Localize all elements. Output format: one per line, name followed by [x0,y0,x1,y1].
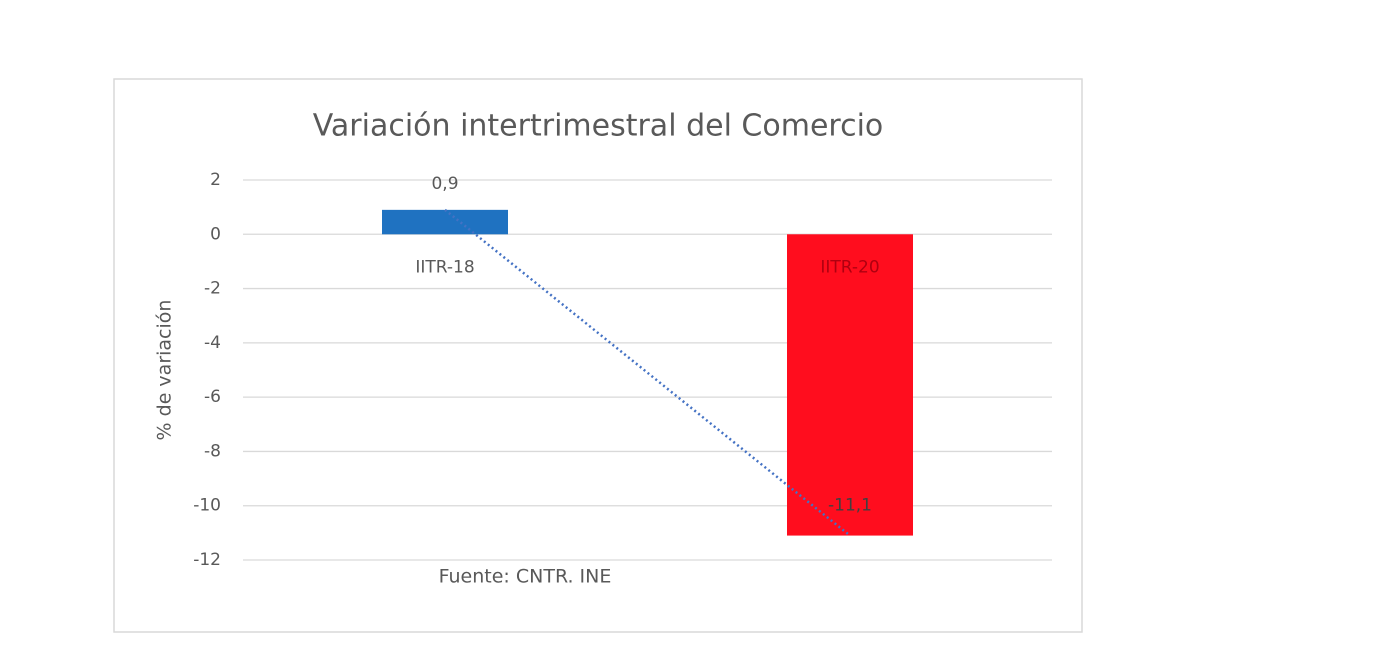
category-label: IITR-18 [415,257,474,277]
category-label: IITR-20 [820,257,879,277]
bar [382,209,508,235]
y-tick-label: -6 [204,387,221,407]
y-tick-label: 2 [210,170,221,190]
data-label: 0,9 [431,174,458,194]
trendline [444,208,851,537]
source-note: Fuente: CNTR. INE [439,566,612,588]
y-tick-label: -8 [204,441,221,461]
y-axis-label: % de variación [154,300,176,441]
data-label: -11,1 [828,496,872,516]
y-tick-label: -4 [204,333,221,353]
y-tick-label: 0 [210,224,221,244]
bar [787,234,913,536]
y-tick-label: -10 [193,496,221,516]
y-tick-label: -2 [204,279,221,299]
y-tick-label: -12 [193,550,221,570]
chart-title: Variación intertrimestral del Comercio [313,109,884,144]
chart-frame [113,78,1083,633]
